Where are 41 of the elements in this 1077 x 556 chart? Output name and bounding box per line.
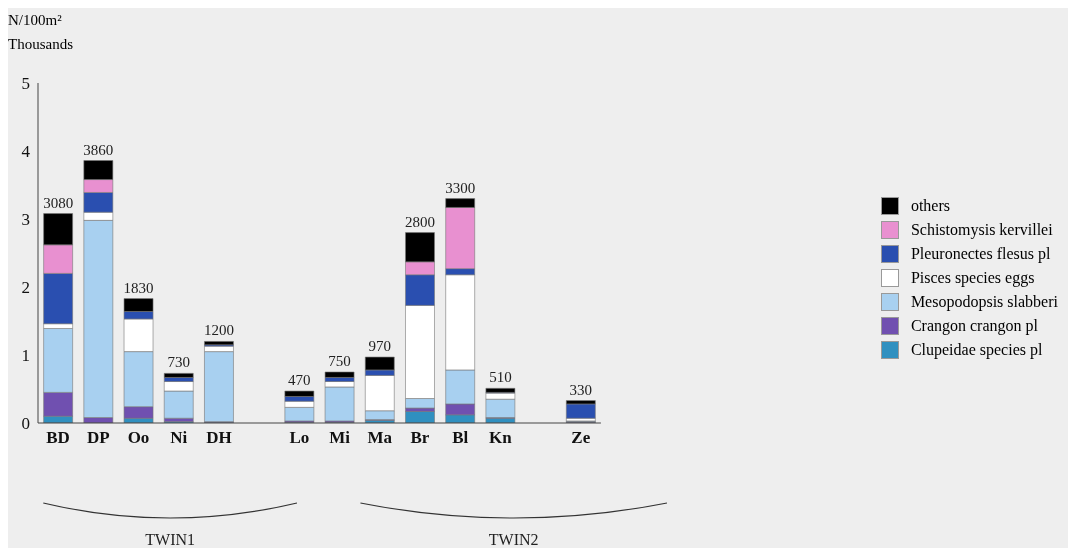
legend-label: Pisces species eggs — [910, 268, 1035, 289]
total-label: 1200 — [203, 322, 234, 339]
total-label: 3300 — [445, 179, 476, 196]
x-tick-label: Oo — [127, 428, 150, 448]
text: Thousands — [8, 35, 73, 54]
y-tick-label: 2 — [21, 278, 30, 298]
x-tick-label: Ze — [571, 428, 591, 448]
y-tick-label: 4 — [21, 142, 31, 162]
total-label: 470 — [288, 372, 311, 389]
total-label: 510 — [489, 369, 512, 386]
x-tick-label: BD — [46, 428, 70, 448]
total-label: 750 — [328, 353, 351, 369]
total-label: 730 — [167, 354, 190, 371]
x-tick-label: Ni — [170, 428, 188, 448]
legend-label: others — [910, 196, 950, 216]
y-tick-label: 5 — [21, 74, 30, 94]
x-tick-label: Kn — [489, 428, 513, 448]
total-label: 970 — [368, 338, 392, 355]
y-tick-label: 3 — [21, 210, 30, 230]
y-tick-label: 1 — [21, 346, 30, 366]
total-label: 1830 — [123, 279, 154, 296]
legend-label: Mesopodopsis slabberi — [910, 292, 1058, 313]
x-tick-label: Lo — [289, 428, 310, 448]
x-tick-label: Bl — [452, 428, 469, 448]
x-tick-label: Mi — [329, 428, 351, 448]
legend-label: Clupeidae species pl — [910, 340, 1043, 361]
text: TWIN2 — [488, 531, 539, 548]
legend-label: Pleuronectes flesus pl — [910, 244, 1051, 265]
total-label: 330 — [569, 381, 593, 398]
total-label: 3080 — [43, 194, 74, 211]
y-tick-label: 0 — [21, 414, 30, 434]
x-tick-label: DH — [206, 428, 232, 448]
legend-label: Schistomysis kervillei — [910, 220, 1053, 241]
x-tick-label: Br — [410, 428, 430, 448]
text: TWIN1 — [145, 531, 196, 548]
x-tick-label: Ma — [367, 428, 393, 448]
x-tick-label: DP — [86, 428, 110, 448]
total-label: 3860 — [83, 141, 114, 158]
legend-label: Crangon crangon pl — [910, 316, 1038, 337]
y-axis-title: N/100m² — [8, 11, 63, 30]
total-label: 2800 — [404, 213, 435, 230]
